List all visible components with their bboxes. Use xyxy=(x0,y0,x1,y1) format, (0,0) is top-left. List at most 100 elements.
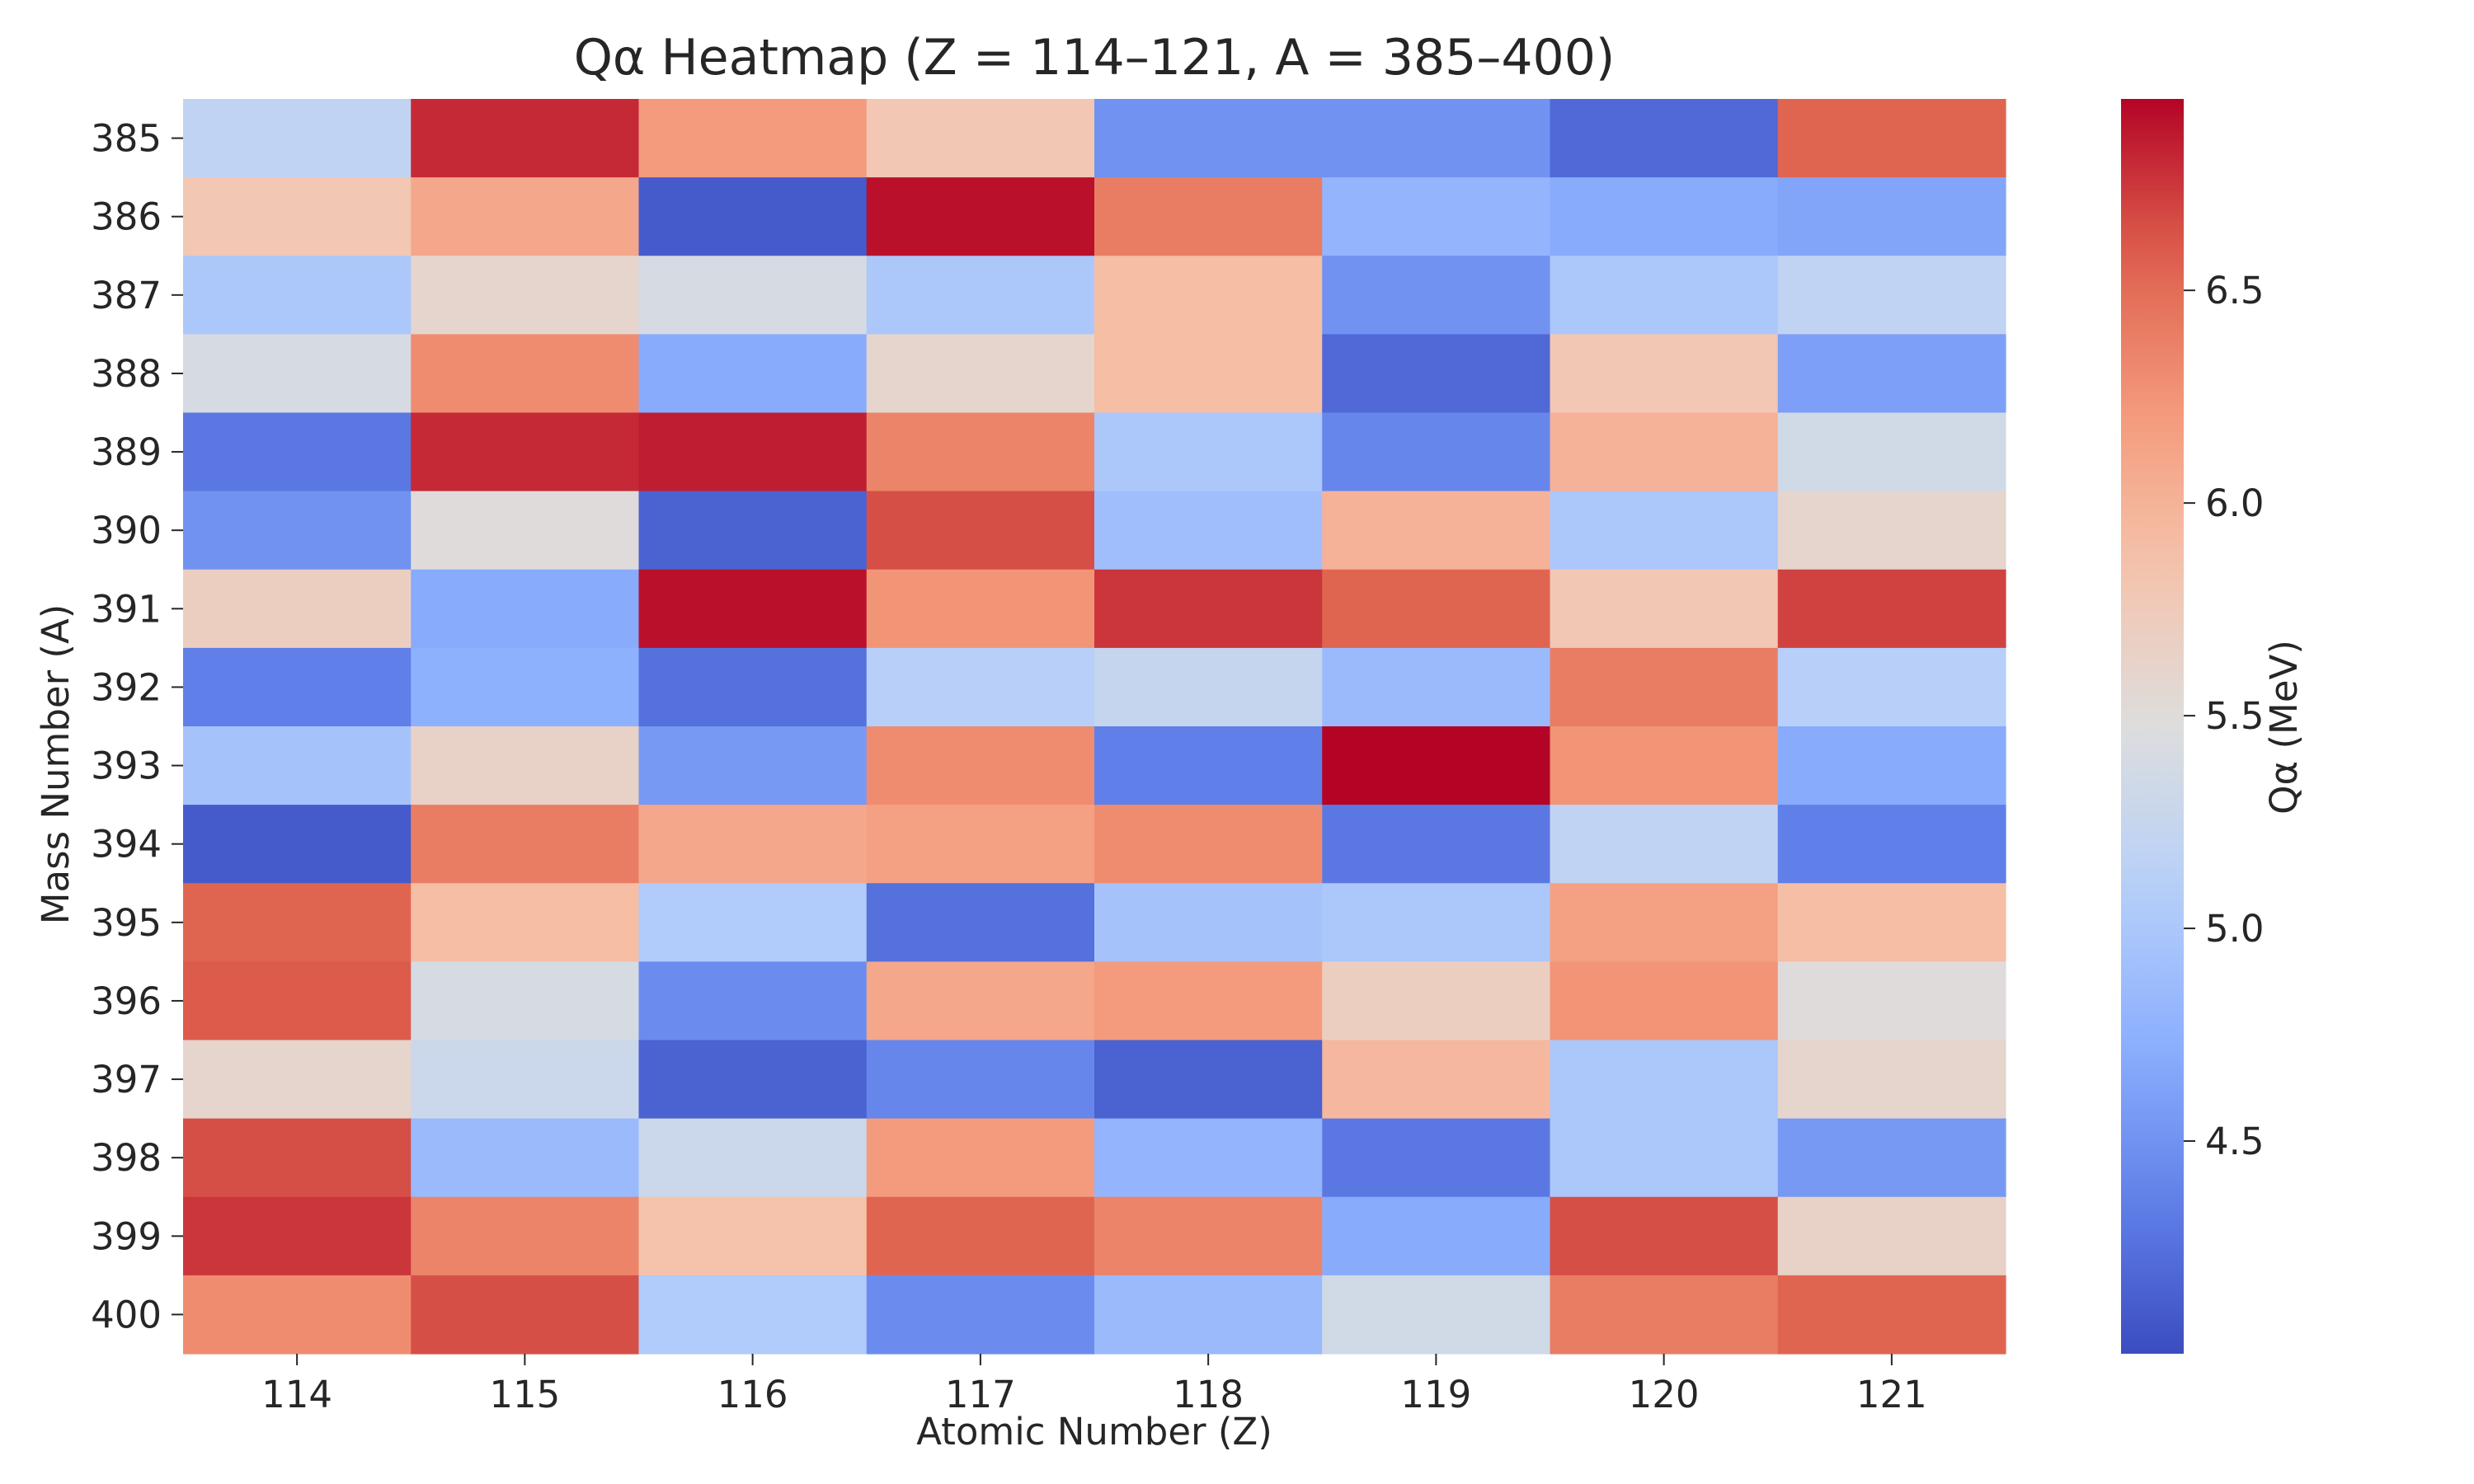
heatmap-cell xyxy=(183,334,412,414)
x-tick-label: 119 xyxy=(1400,1373,1471,1416)
heatmap-cell xyxy=(183,805,412,884)
heatmap-cell xyxy=(866,334,1095,414)
heatmap-cell xyxy=(1322,1275,1551,1355)
heatmap-cell xyxy=(1550,1118,1779,1198)
colorbar-tick-label: 5.0 xyxy=(2205,907,2265,951)
y-tick-label: 391 xyxy=(91,587,162,631)
heatmap-cell xyxy=(1322,1196,1551,1276)
x-tick-label: 120 xyxy=(1629,1373,1700,1416)
heatmap-cell xyxy=(411,1040,640,1120)
heatmap-cell xyxy=(1550,1040,1779,1120)
heatmap-cell xyxy=(1094,1275,1323,1355)
heatmap-cell xyxy=(183,99,412,178)
heatmap-cell xyxy=(1550,883,1779,962)
heatmap-cell xyxy=(1322,805,1551,884)
heatmap-cell xyxy=(1322,1040,1551,1120)
heatmap-cell xyxy=(1550,99,1779,178)
heatmap-cell xyxy=(1322,569,1551,649)
y-tick-label: 392 xyxy=(91,665,162,709)
heatmap-cell xyxy=(866,1118,1095,1198)
heatmap-cell xyxy=(638,647,868,727)
heatmap-cell xyxy=(183,491,412,571)
heatmap-cell xyxy=(638,412,868,492)
heatmap-cell xyxy=(638,1118,868,1198)
x-tick-label: 118 xyxy=(1173,1373,1244,1416)
heatmap-cell xyxy=(1094,334,1323,414)
heatmap-cell xyxy=(411,647,640,727)
heatmap-cell xyxy=(638,177,868,256)
heatmap-cell xyxy=(1322,491,1551,571)
heatmap-cell xyxy=(1094,1118,1323,1198)
y-axis-label: Mass Number (A) xyxy=(34,604,78,925)
heatmap-cell xyxy=(866,256,1095,335)
heatmap-cell xyxy=(866,412,1095,492)
y-tick-label: 393 xyxy=(91,744,162,788)
heatmap-cells xyxy=(183,99,2006,1355)
heatmap-cell xyxy=(1322,177,1551,256)
heatmap-cell xyxy=(411,491,640,571)
heatmap-cell xyxy=(866,1275,1095,1355)
heatmap-cell xyxy=(1094,99,1323,178)
heatmap-cell xyxy=(183,1196,412,1276)
heatmap-cell xyxy=(1094,1196,1323,1276)
heatmap-cell xyxy=(638,1275,868,1355)
y-tick-label: 399 xyxy=(91,1214,162,1258)
heatmap-cell xyxy=(411,961,640,1041)
heatmap-cell xyxy=(1550,1275,1779,1355)
heatmap-cell xyxy=(1094,412,1323,492)
heatmap-cell xyxy=(1777,1275,2006,1355)
y-tick-label: 395 xyxy=(91,901,162,945)
y-tick-label: 390 xyxy=(91,509,162,552)
heatmap-cell xyxy=(411,883,640,962)
heatmap-cell xyxy=(638,726,868,805)
heatmap-cell xyxy=(1777,334,2006,414)
heatmap-cell xyxy=(866,647,1095,727)
y-tick-label: 394 xyxy=(91,823,162,866)
heatmap-cell xyxy=(1777,647,2006,727)
heatmap-cell xyxy=(183,726,412,805)
heatmap-cell xyxy=(638,961,868,1041)
heatmap-cell xyxy=(183,412,412,492)
heatmap-cell xyxy=(1550,961,1779,1041)
heatmap-cell xyxy=(1550,412,1779,492)
heatmap-cell xyxy=(411,1275,640,1355)
heatmap-cell xyxy=(411,412,640,492)
heatmap-cell xyxy=(1094,177,1323,256)
heatmap-cell xyxy=(1322,647,1551,727)
heatmap-cell xyxy=(1094,726,1323,805)
heatmap-cell xyxy=(866,805,1095,884)
heatmap-cell xyxy=(1322,883,1551,962)
heatmap-cell xyxy=(1777,1196,2006,1276)
heatmap-cell xyxy=(1094,961,1323,1041)
heatmap-cell xyxy=(1777,256,2006,335)
heatmap-cell xyxy=(183,569,412,649)
colorbar-tick-label: 6.5 xyxy=(2205,269,2265,312)
heatmap-cell xyxy=(638,1040,868,1120)
x-tick-label: 117 xyxy=(945,1373,1016,1416)
colorbar-label: Qα (MeV) xyxy=(2262,640,2306,815)
heatmap-cell xyxy=(1322,334,1551,414)
heatmap-cell xyxy=(638,569,868,649)
heatmap-cell xyxy=(866,99,1095,178)
heatmap-cell xyxy=(1777,805,2006,884)
heatmap-cell xyxy=(1094,1040,1323,1120)
y-tick-label: 396 xyxy=(91,979,162,1023)
heatmap-cell xyxy=(638,334,868,414)
y-tick-label: 387 xyxy=(91,274,162,317)
heatmap-cell xyxy=(638,1196,868,1276)
heatmap-cell xyxy=(183,1040,412,1120)
heatmap-cell xyxy=(1550,334,1779,414)
heatmap-cell xyxy=(866,726,1095,805)
heatmap-cell xyxy=(1550,256,1779,335)
heatmap-cell xyxy=(1550,491,1779,571)
heatmap-cell xyxy=(183,961,412,1041)
heatmap-cell xyxy=(183,1118,412,1198)
x-tick-label: 116 xyxy=(717,1373,788,1416)
heatmap-cell xyxy=(1777,883,2006,962)
y-tick-label: 385 xyxy=(91,117,162,161)
y-tick-label: 400 xyxy=(91,1293,162,1336)
y-tick-label: 389 xyxy=(91,430,162,474)
heatmap-cell xyxy=(638,805,868,884)
y-tick-label: 397 xyxy=(91,1058,162,1101)
